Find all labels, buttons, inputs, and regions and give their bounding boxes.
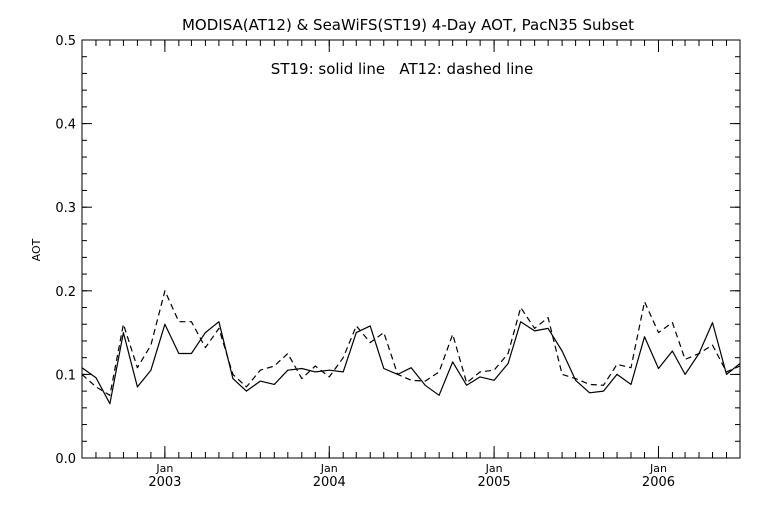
y-tick-label: 0.0 [55,452,76,467]
x-tick-year-label: 2004 [313,475,346,490]
y-axis: 0.0 0.1 0.2 0.3 0.4 0.5 [55,34,740,467]
plot-frame [81,39,741,459]
series-line-at12 [81,290,741,396]
x-tick-month-label: Jan [320,462,338,475]
x-tick-year-label: 2006 [642,475,675,490]
y-tick-label: 0.5 [55,34,76,49]
series-group [81,290,741,405]
x-tick-month-label: Jan [485,462,503,475]
x-tick-month-label: Jan [649,462,667,475]
y-axis-label: AOT [30,238,43,261]
chart-annotation: ST19: solid line AT12: dashed line [271,60,533,78]
x-tick-year-label: 2005 [478,475,511,490]
x-tick-year-label: 2003 [148,475,181,490]
y-tick-label: 0.4 [55,118,76,133]
chart-title: MODISA(AT12) & SeaWiFS(ST19) 4-Day AOT, … [182,16,634,34]
x-tick-month-label: Jan [155,462,173,475]
y-tick-label: 0.3 [55,201,76,216]
y-tick-label: 0.1 [55,368,76,383]
series-line-st19 [81,321,741,405]
y-tick-label: 0.2 [55,285,76,300]
